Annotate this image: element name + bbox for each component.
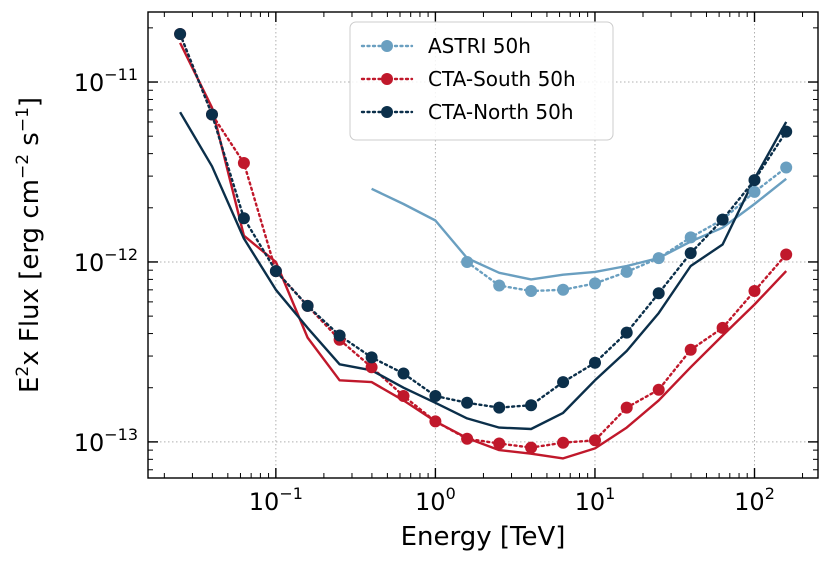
cta-south-50h-point [589, 434, 601, 447]
cta-north-50h-point [237, 212, 250, 225]
y-tick-label: 10−13 [74, 425, 138, 457]
y-tick-label: 10−11 [74, 65, 138, 97]
cta-north-50h-point [429, 390, 442, 402]
cta-north-50h-point [716, 213, 729, 226]
cta-north-50h-dotted-line [178, 32, 788, 409]
astri-50h-point [493, 279, 506, 292]
ticks [148, 12, 818, 478]
cta-north-50h-point [557, 376, 570, 389]
cta-north-50h-point [493, 401, 506, 414]
cta-south-50h-point [748, 285, 761, 297]
astri-50h-point [461, 256, 474, 268]
cta-north-50h-point [365, 351, 378, 364]
cta-north-50h-point [174, 28, 187, 40]
astri-50h-point [684, 231, 697, 244]
cta-south-50h-point [652, 383, 665, 396]
cta-south-50h-point [557, 436, 570, 449]
astri-50h-point [748, 185, 761, 198]
astri-50h-point [780, 161, 793, 174]
legend-marker-cta-south-50h [381, 73, 393, 85]
cta-south-50h-point [493, 437, 506, 450]
cta-north-50h-point [780, 125, 793, 138]
x-tick-label: 10−1 [249, 484, 303, 516]
cta-north-50h-point [269, 265, 282, 278]
cta-north-50h-point [301, 299, 314, 312]
astri-50h-point [620, 265, 633, 278]
cta-north-50h-solid-line [179, 111, 788, 431]
astri-50h-point [557, 283, 570, 296]
x-tick-label: 101 [575, 484, 616, 516]
cta-north-50h-point [397, 367, 410, 380]
cta-north-50h-point [748, 174, 761, 187]
y-axis-label: E2x Flux [erg cm−2 s−1] [13, 97, 45, 393]
astri-50h-point [589, 277, 601, 290]
cta-south-50h-point [525, 441, 538, 454]
cta-north-50h-point [333, 329, 346, 342]
cta-south-50h-solid-line [179, 42, 788, 460]
legend-label-cta-north-50h: CTA-North 50h [428, 100, 574, 124]
series-markers [174, 28, 793, 454]
cta-north-50h-point [589, 356, 601, 369]
cta-south-50h-point [684, 343, 697, 356]
y-tick-label: 10−12 [74, 245, 138, 277]
legend-box [349, 21, 614, 141]
astri-50h-solid-line [371, 177, 787, 281]
cta-south-50h-point [780, 248, 793, 261]
legend-label-cta-south-50h: CTA-South 50h [428, 67, 576, 91]
x-tick-label: 100 [415, 484, 456, 516]
legend-label-astri-50h: ASTRI 50h [428, 34, 531, 58]
cta-north-50h-point [525, 399, 538, 412]
legend-marker-astri-50h [381, 40, 393, 52]
cta-south-50h-point [429, 415, 442, 428]
x-tick-label: 102 [734, 484, 775, 516]
cta-north-50h-point [652, 287, 665, 300]
cta-north-50h-point [620, 326, 633, 339]
cta-north-50h-point [206, 108, 218, 121]
cta-north-50h-point [684, 247, 697, 260]
series-lines [178, 32, 788, 460]
astri-50h-point [652, 252, 665, 265]
cta-north-50h-point [461, 396, 474, 409]
cta-south-50h-point [716, 321, 729, 334]
astri-50h-point [525, 285, 538, 297]
cta-south-50h-point [620, 401, 633, 414]
cta-south-50h-point [237, 157, 250, 169]
cta-south-50h-point [397, 390, 410, 402]
cta-south-50h-point [461, 432, 474, 445]
x-axis-label: Energy [TeV] [401, 522, 566, 552]
legend: ASTRI 50h CTA-South 50h CTA-North 50h [349, 21, 614, 141]
legend-marker-cta-north-50h [381, 106, 393, 118]
cta-south-50h-point [365, 361, 378, 374]
tick-labels: 10−1 100 101 102 10−13 10−12 10−11 [74, 65, 775, 516]
